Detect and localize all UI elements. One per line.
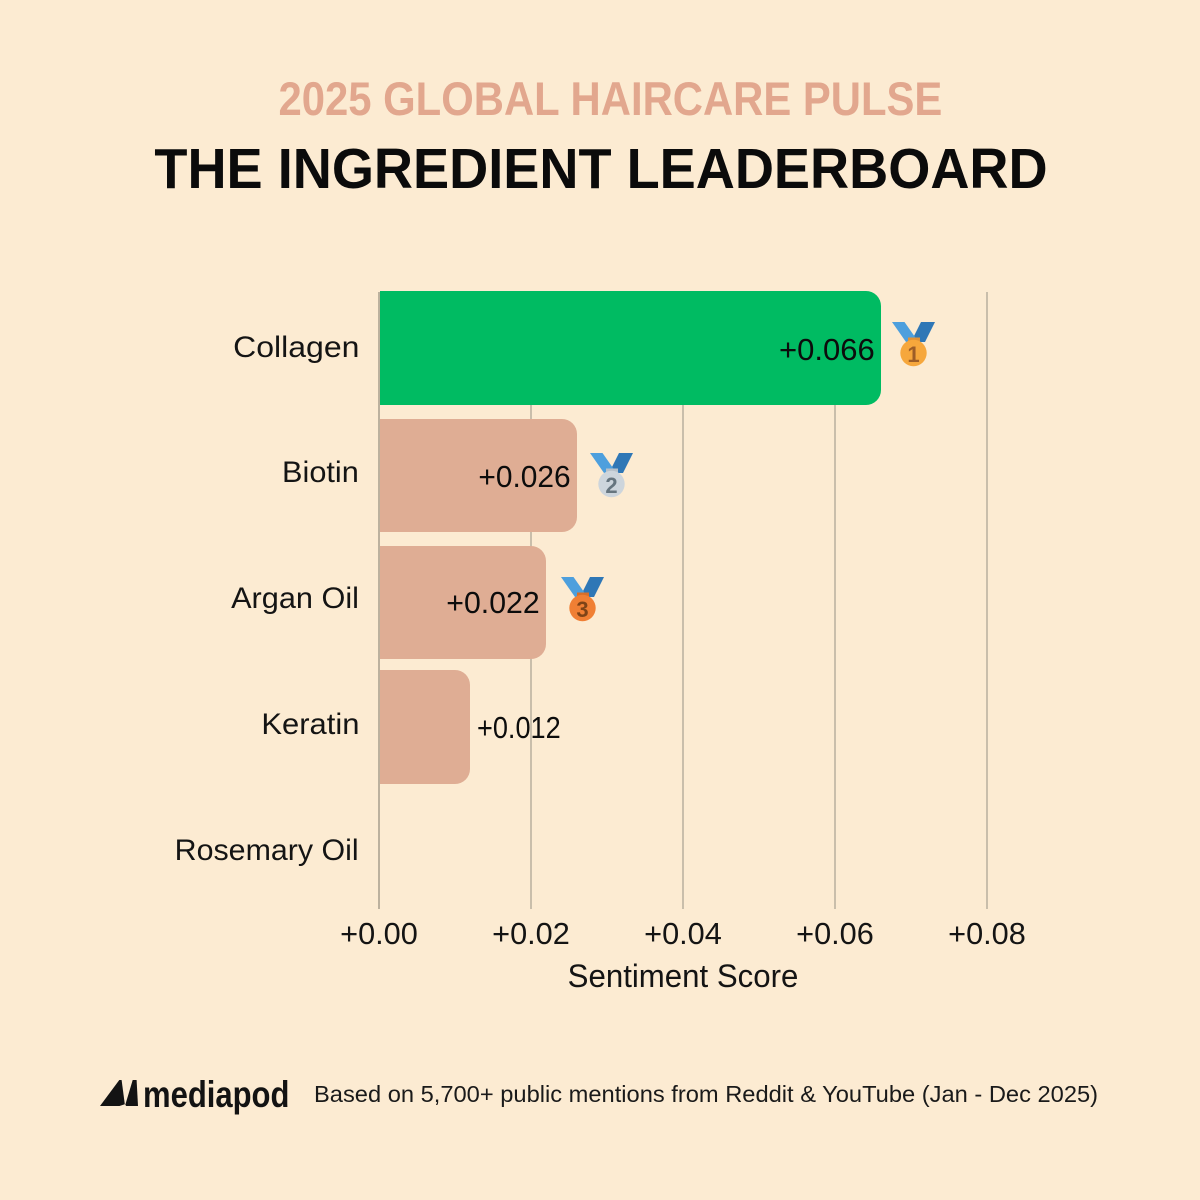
- svg-text:2: 2: [605, 473, 617, 498]
- svg-text:1: 1: [907, 342, 919, 367]
- svg-text:3: 3: [576, 597, 588, 622]
